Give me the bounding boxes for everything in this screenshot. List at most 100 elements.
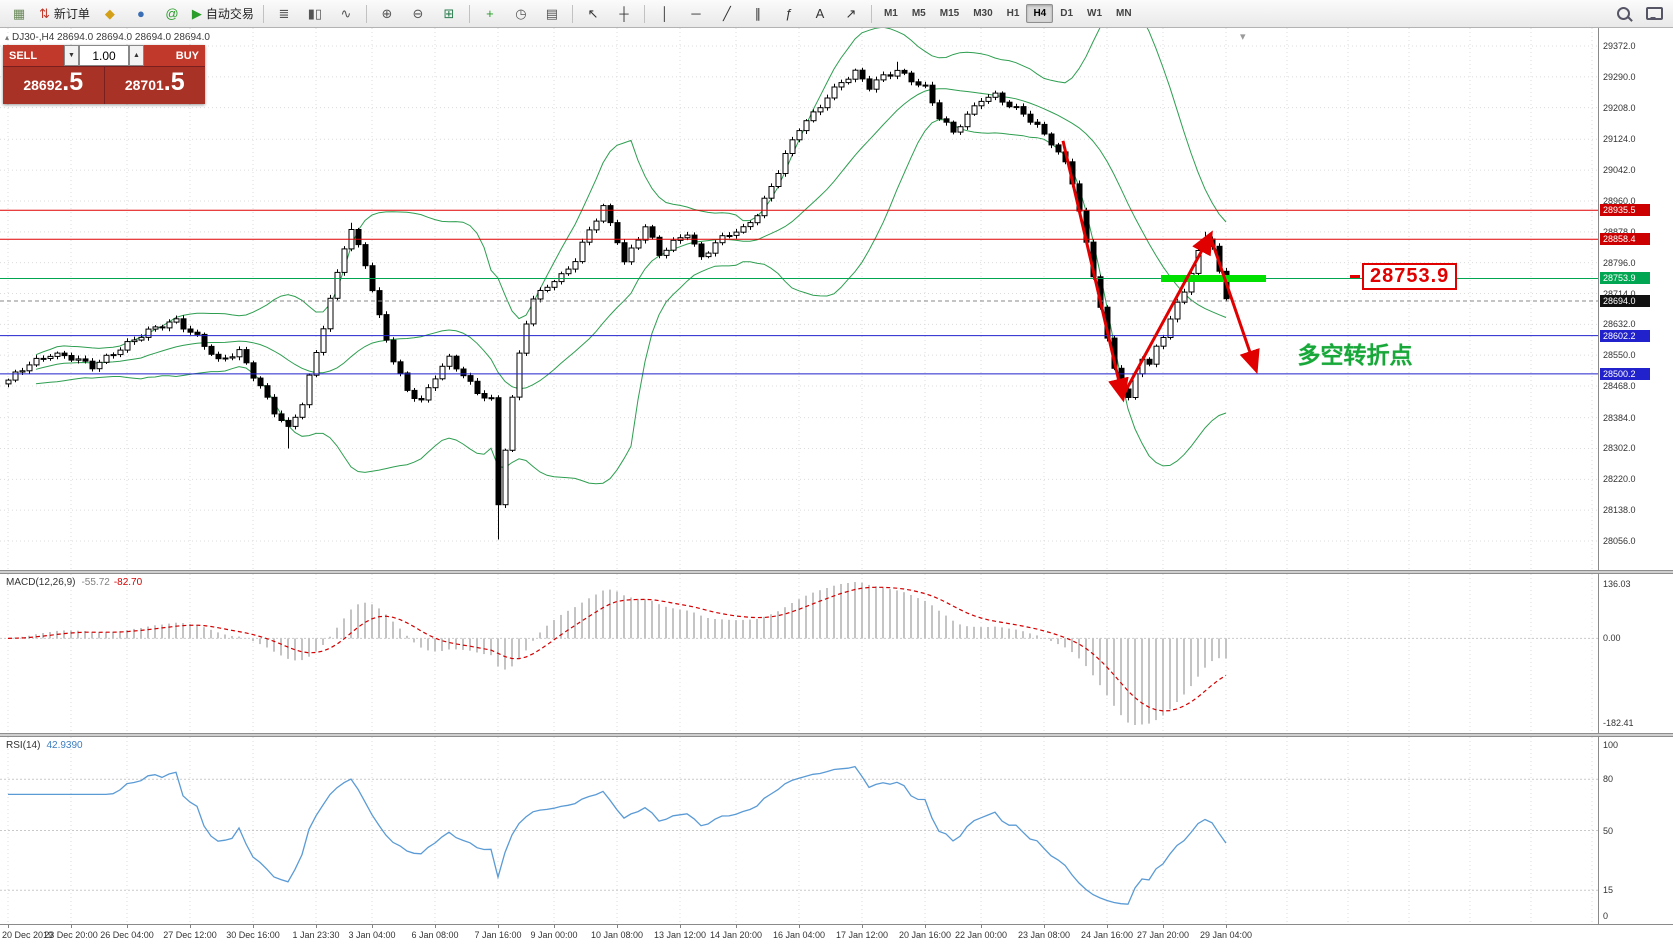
timeframe-m15[interactable]: M15 bbox=[939, 8, 960, 19]
sell-price[interactable]: 28692.5 bbox=[3, 67, 104, 104]
candlestick-chart-icon[interactable]: ▮▯ bbox=[300, 2, 330, 26]
rsi-chart-area[interactable] bbox=[0, 737, 1598, 929]
fibonacci-icon[interactable]: ƒ bbox=[774, 2, 804, 26]
periods-icon[interactable]: ◷ bbox=[506, 2, 536, 26]
time-tick bbox=[372, 925, 373, 928]
main-chart-panel: 29372.0 29290.0 29208.0 29124.0 29042.0 28960… bbox=[0, 0, 1673, 570]
community-icon[interactable]: @ bbox=[157, 2, 187, 26]
macd-histogram bbox=[14, 582, 1227, 725]
macd-signal-line bbox=[7, 586, 1227, 712]
zoom-out-icon[interactable]: ⊖ bbox=[403, 2, 433, 26]
line-chart-icon[interactable]: ∿ bbox=[331, 2, 361, 26]
horizontal-line-icon: ─ bbox=[691, 6, 701, 21]
autotrading-button[interactable]: ▶ 自动交易 bbox=[188, 2, 258, 26]
equidistant-channel-icon: ∥ bbox=[754, 5, 762, 21]
timeframe-m5[interactable]: M5 bbox=[911, 8, 926, 19]
timeframe-mn[interactable]: MN bbox=[1116, 8, 1132, 19]
search-icon-glyph bbox=[1616, 7, 1630, 20]
trend-arrows[interactable] bbox=[1061, 140, 1260, 403]
buy-button[interactable]: BUY bbox=[144, 45, 205, 66]
timeframe-m1[interactable]: M1 bbox=[883, 8, 898, 19]
time-tick bbox=[1226, 925, 1227, 928]
time-tick bbox=[190, 925, 191, 928]
sell-button[interactable]: SELL bbox=[3, 45, 64, 66]
timeframe-w1[interactable]: W1 bbox=[1087, 8, 1103, 19]
bollinger-bands[interactable] bbox=[35, 0, 1227, 485]
volume-input[interactable] bbox=[79, 45, 129, 66]
timeframe-m30[interactable]: M30 bbox=[973, 8, 993, 19]
zoom-in-icon[interactable]: ⊕ bbox=[372, 2, 402, 26]
tile-windows-icon[interactable]: ⊞ bbox=[434, 2, 464, 26]
new-order-button[interactable]: ⇅ 新订单 bbox=[35, 2, 94, 26]
symbol-ohlc-label: ▴ DJ30-,H4 28694.0 28694.0 28694.0 28694.… bbox=[5, 32, 210, 43]
time-tick bbox=[981, 925, 982, 928]
indicators-icon[interactable]: + bbox=[475, 2, 505, 26]
time-axis[interactable]: 20 Dec 2019 23 Dec 20:00 26 Dec 04:00 27 De… bbox=[0, 924, 1673, 952]
data-window-icon: ● bbox=[136, 6, 145, 21]
toolbar-separator bbox=[571, 4, 573, 23]
time-tick bbox=[554, 925, 555, 928]
time-tick bbox=[127, 925, 128, 928]
volume-decrease-button[interactable]: ▼ bbox=[64, 45, 79, 66]
price-axis-label: 28302.0 bbox=[1603, 443, 1636, 454]
candles[interactable] bbox=[5, 61, 1230, 540]
macd-axis-label: -182.41 bbox=[1603, 718, 1634, 728]
equidistant-channel-icon[interactable]: ∥ bbox=[743, 2, 773, 26]
price-axis[interactable]: 29372.0 29290.0 29208.0 29124.0 29042.0 28960… bbox=[1598, 28, 1673, 570]
rsi-label: RSI(14) 42.9390 bbox=[6, 740, 83, 751]
timeframe-h4[interactable]: H4 bbox=[1026, 4, 1054, 23]
panel-divider[interactable] bbox=[0, 733, 1673, 737]
price-tag: 28753.9 bbox=[1600, 272, 1650, 285]
time-tick bbox=[680, 925, 681, 928]
time-axis-label: 6 Jan 08:00 bbox=[411, 930, 459, 940]
data-window-icon[interactable]: ● bbox=[126, 2, 156, 26]
horizontal-line-icon[interactable]: ─ bbox=[681, 2, 711, 26]
community-icon: @ bbox=[165, 6, 179, 21]
text-label-icon[interactable]: A bbox=[805, 2, 835, 26]
time-axis-label: 30 Dec 16:00 bbox=[226, 930, 280, 940]
chart-shift-marker[interactable]: ▾ bbox=[1240, 31, 1246, 43]
chat-icon[interactable] bbox=[1639, 2, 1669, 26]
panel-divider[interactable] bbox=[0, 570, 1673, 574]
time-axis-label: 23 Dec 20:00 bbox=[44, 930, 98, 940]
price-callout-label[interactable]: 28753.9 bbox=[1350, 263, 1458, 291]
arrows-tool-icon[interactable]: ↗ bbox=[836, 2, 866, 26]
autotrading-button-label: 自动交易 bbox=[205, 7, 254, 21]
price-tag: 28858.4 bbox=[1600, 233, 1650, 246]
price-axis-label: 29372.0 bbox=[1603, 41, 1636, 51]
time-axis-label: 14 Jan 20:00 bbox=[709, 930, 763, 940]
timeframe-d1[interactable]: D1 bbox=[1060, 8, 1074, 19]
templates-icon[interactable]: ▤ bbox=[537, 2, 567, 26]
cursor-icon[interactable]: ↖ bbox=[578, 2, 608, 26]
collapse-icon[interactable]: ▴ bbox=[5, 33, 10, 42]
price-tag: 28935.5 bbox=[1600, 204, 1650, 217]
time-axis-label: 13 Jan 12:00 bbox=[653, 930, 707, 940]
time-tick bbox=[925, 925, 926, 928]
chart-area[interactable] bbox=[0, 0, 1598, 575]
rsi-axis-label: 15 bbox=[1603, 885, 1614, 896]
vertical-line-icon[interactable]: │ bbox=[650, 2, 680, 26]
timeframe-h1[interactable]: H1 bbox=[1006, 8, 1020, 19]
time-axis-label: 27 Jan 20:00 bbox=[1136, 930, 1190, 940]
turning-point-annotation[interactable]: 多空转折点 bbox=[1297, 341, 1413, 368]
search-icon[interactable] bbox=[1608, 2, 1638, 26]
trendline-icon[interactable]: ╱ bbox=[712, 2, 742, 26]
volume-increase-button[interactable]: ▲ bbox=[129, 45, 144, 66]
rsi-axis-label: 80 bbox=[1603, 774, 1614, 785]
new-chart-icon: ▦ bbox=[12, 5, 26, 21]
macd-panel: 136.03 0.00 -182.41 MACD(12,26,9) -55.72 -82… bbox=[0, 574, 1673, 733]
price-tag: 28500.2 bbox=[1600, 367, 1650, 380]
new-chart-icon[interactable]: ▦ bbox=[4, 2, 34, 26]
crosshair-icon[interactable]: ┼ bbox=[609, 2, 639, 26]
rsi-axis-label: 100 bbox=[1603, 740, 1619, 750]
bar-chart-icon[interactable]: ≣ bbox=[269, 2, 299, 26]
price-axis-label: 29208.0 bbox=[1603, 102, 1636, 113]
toolbar-separator bbox=[468, 4, 470, 23]
macd-chart-area[interactable] bbox=[0, 574, 1598, 738]
new-order-button-label: 新订单 bbox=[53, 7, 90, 21]
price-tag: 28602.2 bbox=[1600, 329, 1650, 342]
toolbar-separator bbox=[365, 4, 367, 23]
horizontal-lines[interactable] bbox=[0, 209, 1598, 375]
buy-price[interactable]: 28701.5 bbox=[104, 67, 205, 104]
market-watch-icon[interactable]: ◆ bbox=[95, 2, 125, 26]
